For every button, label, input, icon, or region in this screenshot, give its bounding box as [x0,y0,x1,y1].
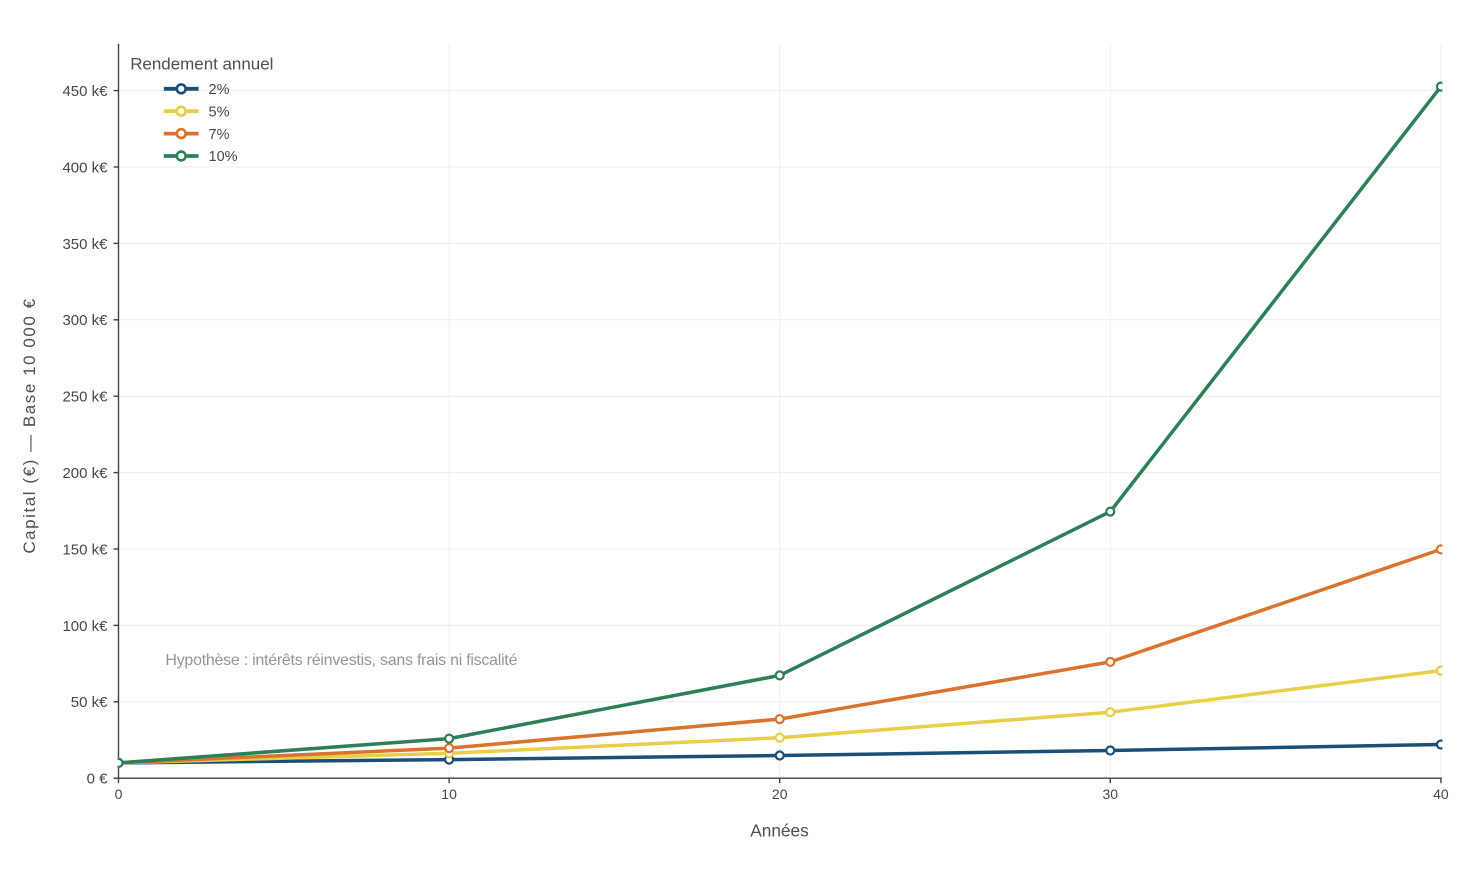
svg-text:40: 40 [1433,786,1449,802]
svg-text:10: 10 [441,786,457,802]
svg-text:200 k€: 200 k€ [62,465,108,482]
svg-text:0 €: 0 € [87,771,109,788]
svg-text:100 k€: 100 k€ [62,618,108,635]
svg-text:400 k€: 400 k€ [62,159,108,176]
svg-text:350 k€: 350 k€ [62,236,108,253]
svg-text:150 k€: 150 k€ [62,541,108,558]
svg-text:10%: 10% [209,149,238,165]
svg-text:50 k€: 50 k€ [71,694,108,711]
svg-text:Capital (€) — Base 10 000 €: Capital (€) — Base 10 000 € [20,297,39,553]
svg-text:7%: 7% [209,127,230,143]
svg-text:20: 20 [772,786,788,802]
svg-text:250 k€: 250 k€ [62,389,108,406]
svg-text:300 k€: 300 k€ [62,312,108,329]
svg-text:5%: 5% [209,104,230,120]
svg-text:450 k€: 450 k€ [62,83,108,100]
svg-text:2%: 2% [209,82,230,98]
svg-text:Rendement annuel: Rendement annuel [130,54,273,73]
svg-text:30: 30 [1103,786,1119,802]
svg-text:0: 0 [115,786,123,802]
svg-text:Années: Années [750,821,809,841]
svg-text:Hypothèse : intérêts réinvesti: Hypothèse : intérêts réinvestis, sans fr… [165,652,517,669]
